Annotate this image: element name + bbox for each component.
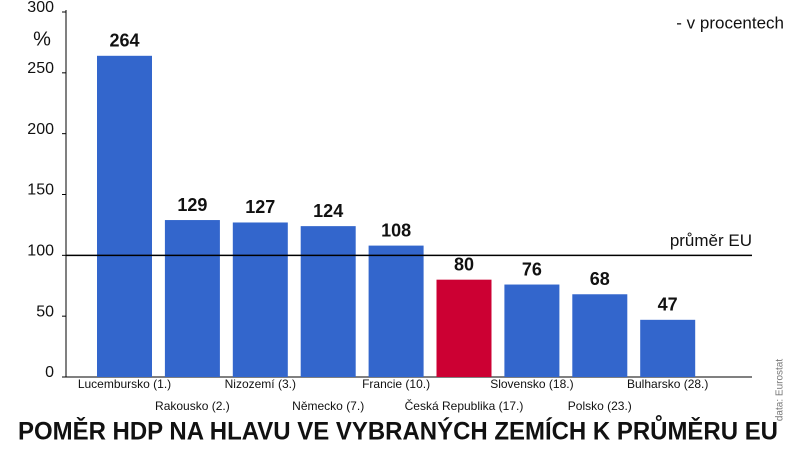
y-axis-label: % [33, 28, 51, 50]
bar [164, 220, 220, 377]
reference-label: průměr EU [670, 231, 752, 250]
x-tick-label: Polsko (23.) [568, 399, 632, 413]
value-label: 129 [177, 195, 207, 215]
y-tick-label: 200 [27, 121, 54, 138]
value-label: 47 [658, 295, 678, 315]
source: data: Eurostat [775, 359, 786, 421]
x-tick-label: Francie (10.) [362, 377, 430, 391]
value-label: 127 [245, 197, 275, 217]
x-tick-label: Lucembursko (1.) [78, 377, 171, 391]
chart-title: POMĚR HDP NA HLAVU VE VYBRANÝCH ZEMÍCH K… [18, 414, 778, 446]
value-label: 76 [522, 259, 542, 279]
value-label: 264 [109, 31, 139, 51]
bar [572, 294, 628, 377]
bar [504, 284, 560, 377]
x-tick-label: Bulharsko (28.) [627, 377, 708, 391]
value-label: 124 [313, 201, 343, 221]
bar [97, 55, 152, 378]
x-tick-label: Nizozemí (3.) [225, 377, 296, 391]
bar [640, 319, 696, 377]
y-tick-label: 0 [45, 364, 54, 381]
value-label: 108 [381, 220, 411, 240]
subtitle: - v procentech [676, 13, 784, 32]
x-tick-label: Německo (7.) [292, 399, 364, 413]
value-label: 80 [454, 254, 474, 274]
y-tick-label: 300 [27, 0, 54, 16]
x-tick-label: Rakousko (2.) [155, 399, 230, 413]
bar [232, 222, 288, 377]
y-tick-label: 50 [36, 303, 54, 320]
bar [300, 226, 356, 377]
y-tick-label: 250 [27, 60, 54, 77]
y-tick-label: 150 [27, 182, 54, 199]
bar [368, 245, 424, 377]
x-tick-label: Česká Republika (17.) [405, 398, 524, 413]
y-tick-label: 100 [27, 243, 54, 260]
x-tick-label: Slovensko (18.) [490, 377, 573, 391]
value-label: 68 [590, 269, 610, 289]
bar [436, 279, 492, 377]
